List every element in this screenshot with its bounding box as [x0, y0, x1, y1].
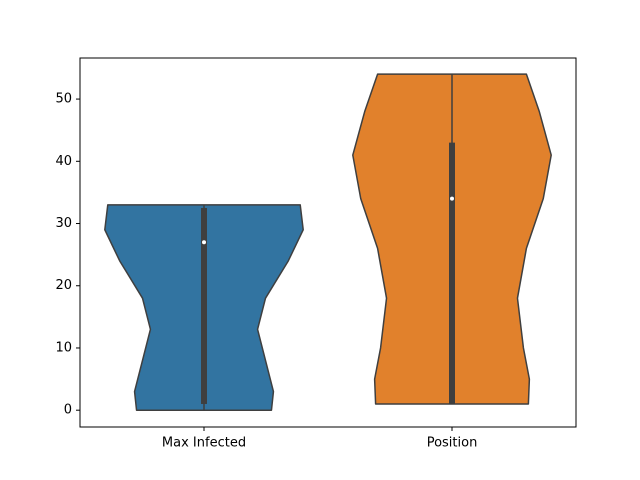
median [450, 196, 454, 201]
violin-half [104, 204, 204, 411]
x-tick-label: Position [427, 436, 478, 451]
violin-half [352, 73, 452, 405]
y-tick-label: 30 [55, 216, 72, 231]
median [202, 240, 206, 245]
x-tick-label: Max Infected [162, 436, 246, 451]
box [449, 142, 455, 404]
y-tick-label: 50 [55, 92, 72, 107]
y-tick-label: 0 [64, 403, 72, 418]
box [201, 207, 207, 404]
violin-half [204, 204, 304, 411]
y-tick-label: 20 [55, 278, 72, 293]
axes-frame [79, 57, 577, 428]
y-tick-label: 40 [55, 154, 72, 169]
violin-half [452, 73, 552, 405]
y-tick-label: 10 [55, 340, 72, 355]
